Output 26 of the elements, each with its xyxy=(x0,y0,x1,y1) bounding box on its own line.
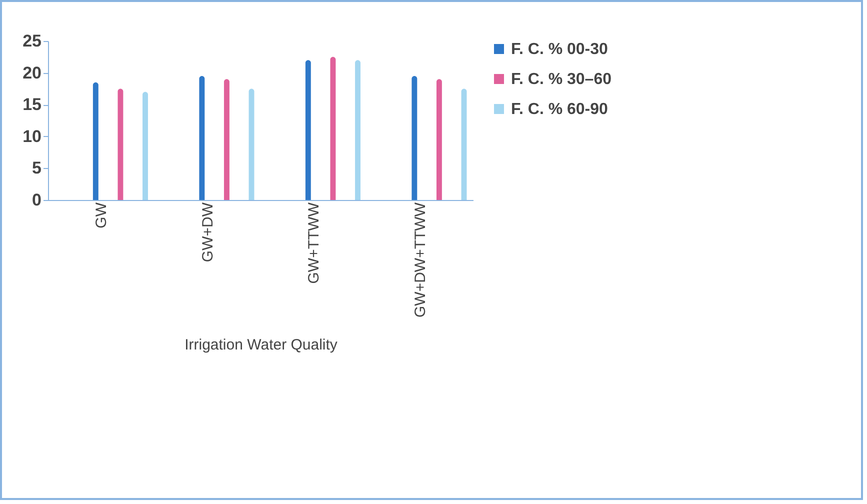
bar xyxy=(224,79,230,200)
bar xyxy=(248,88,254,200)
y-tick-label: 20 xyxy=(22,63,42,82)
y-tick-label: 10 xyxy=(22,126,42,146)
legend-label: F. C. % 00-30 xyxy=(511,41,608,58)
bar xyxy=(142,92,148,200)
legend-label: F. C. % 60-90 xyxy=(511,101,608,118)
bar xyxy=(330,56,336,200)
legend-label: F. C. % 30–60 xyxy=(511,71,612,88)
bar xyxy=(412,76,418,200)
bar xyxy=(461,88,467,200)
y-tick-label: 15 xyxy=(22,95,42,114)
x-axis-title: Irrigation Water Quality xyxy=(184,336,338,354)
bar xyxy=(199,76,205,200)
x-tick-label: GW+TTWW xyxy=(306,202,323,284)
x-tick-label: GW+DW xyxy=(199,202,216,262)
bar xyxy=(355,60,360,200)
bar xyxy=(436,79,442,200)
bar xyxy=(305,60,311,200)
y-tick-label: 5 xyxy=(32,158,42,178)
bar xyxy=(118,88,124,200)
x-tick-label: GW xyxy=(93,202,110,228)
bar xyxy=(92,82,98,200)
y-tick-label: 25 xyxy=(22,32,42,50)
y-tick-label: 0 xyxy=(32,190,42,210)
x-tick-label: GW+DW+TTWW xyxy=(412,202,429,318)
